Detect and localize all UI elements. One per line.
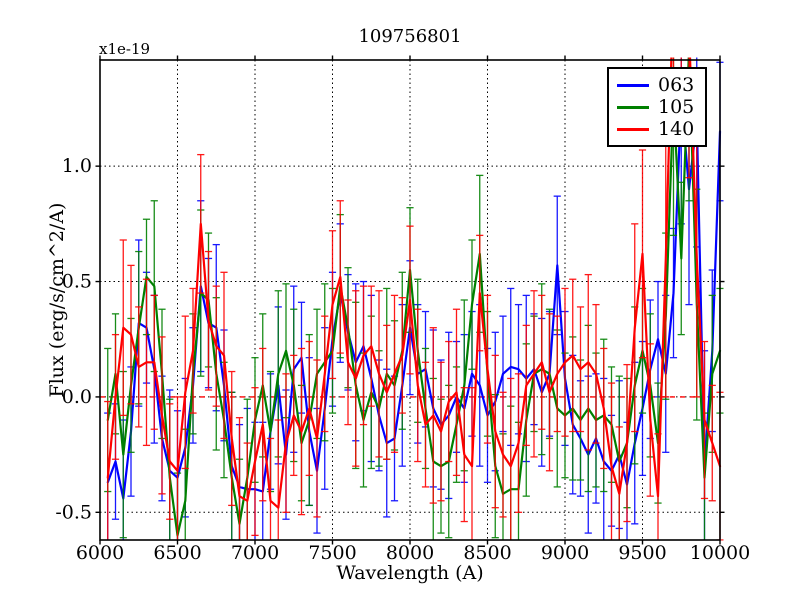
legend-label: 063 [658, 74, 695, 96]
legend-line-sample-green [617, 105, 649, 109]
series-140 [104, 57, 724, 541]
y-tick-label--0.5: -0.5 [55, 501, 92, 523]
legend-line-sample-red [617, 127, 649, 131]
legend-line-sample-blue [617, 83, 649, 87]
x-tick-label-10000: 10000 [690, 542, 750, 564]
x-axis-label: Wavelength (A) [336, 562, 484, 584]
x-tick-label-6000: 6000 [76, 542, 124, 564]
legend-entry-063: 063 [617, 74, 697, 96]
series-group [104, 57, 724, 541]
x-tick-label-8500: 8500 [463, 542, 511, 564]
y-axis-label: Flux (erg/s/cm^2/A) [46, 202, 68, 398]
legend-entry-140: 140 [617, 118, 697, 140]
legend-entry-105: 105 [617, 96, 697, 118]
chart-title: 109756801 [358, 26, 462, 47]
legend-label: 140 [658, 118, 695, 140]
x-tick-label-7000: 7000 [231, 542, 279, 564]
x-tick-label-8000: 8000 [386, 542, 434, 564]
y-tick-label-0.5: 0.5 [62, 271, 92, 293]
legend: 063 105 140 [607, 67, 707, 147]
x-tick-label-9000: 9000 [541, 542, 589, 564]
spectrum-line-105 [106, 57, 722, 537]
y-axis-offset-label: x1e-19 [99, 40, 151, 58]
tick-labels: 6000 6500 7000 7500 8000 8500 9000 9500 10000 -0.… [55, 155, 750, 564]
spectrum-line-140 [106, 57, 722, 509]
x-tick-label-6500: 6500 [153, 542, 201, 564]
y-tick-label-1.0: 1.0 [62, 155, 92, 177]
x-tick-label-9500: 9500 [618, 542, 666, 564]
x-tick-label-7500: 7500 [308, 542, 356, 564]
legend-label: 105 [658, 96, 695, 118]
tick-marks [95, 55, 725, 545]
y-tick-label-0.0: 0.0 [62, 386, 92, 408]
